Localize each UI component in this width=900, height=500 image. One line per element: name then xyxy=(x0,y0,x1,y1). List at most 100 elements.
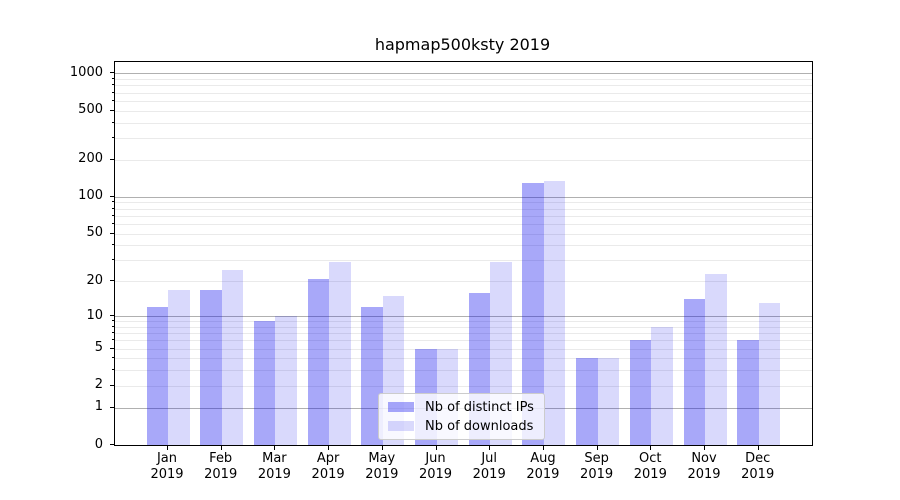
x-tick-label-month: Feb xyxy=(209,451,233,466)
x-tick-label-month: Aug xyxy=(530,451,556,466)
x-tick-label-year: 2019 xyxy=(311,467,345,482)
x-tick-label-month: Mar xyxy=(262,451,287,466)
x-tick xyxy=(167,446,168,450)
x-tick xyxy=(220,446,222,450)
y-tick-label: 1000 xyxy=(69,64,103,80)
x-tick-label: Oct 2019 xyxy=(618,451,682,483)
x-tick xyxy=(328,446,330,450)
x-tick xyxy=(381,446,383,450)
bar-dec-downloads xyxy=(758,303,781,445)
bar-oct-distinct-ips xyxy=(629,340,652,445)
x-tick-label-month: Sep xyxy=(584,451,609,466)
chart-title: hapmap500ksty 2019 xyxy=(374,35,551,54)
legend-item-distinct-ips: Nb of distinct IPs xyxy=(388,399,534,415)
bar-aug-distinct-ips xyxy=(522,182,544,445)
y-tick-label: 200 xyxy=(78,151,103,167)
minor-gridline xyxy=(115,370,812,372)
x-tick-label-month: May xyxy=(368,451,396,466)
bar-nov-distinct-ips xyxy=(683,299,705,445)
minor-gridline xyxy=(115,100,812,102)
minor-gridline xyxy=(115,202,812,204)
legend-item-downloads: Nb of downloads xyxy=(388,418,534,434)
x-tick-label-month: Dec xyxy=(745,451,771,466)
x-tick xyxy=(596,446,598,450)
bar-feb-distinct-ips xyxy=(200,289,222,445)
y-tick xyxy=(109,72,114,74)
y-tick-label: 50 xyxy=(86,225,103,240)
y-minor-tick xyxy=(111,137,114,138)
x-tick-label-year: 2019 xyxy=(150,467,184,482)
x-tick-label-year: 2019 xyxy=(741,467,775,482)
minor-gridline xyxy=(115,223,812,225)
y-tick xyxy=(109,444,114,445)
x-tick-label-month: Oct xyxy=(639,451,662,466)
y-tick xyxy=(109,232,114,234)
y-tick-label: 10 xyxy=(86,307,103,323)
minor-gridline xyxy=(115,233,812,235)
y-tick-label: 2 xyxy=(94,377,103,393)
x-tick xyxy=(650,446,652,450)
minor-gridline xyxy=(115,122,812,124)
y-tick xyxy=(109,315,114,316)
x-tick-label: Mar 2019 xyxy=(242,451,306,483)
x-tick-label: May 2019 xyxy=(350,451,414,483)
y-tick xyxy=(109,406,114,408)
minor-gridline xyxy=(115,340,812,342)
y-minor-tick xyxy=(111,78,114,79)
x-tick-label-year: 2019 xyxy=(633,467,667,482)
y-minor-tick xyxy=(111,259,114,261)
legend: Nb of distinct IPs Nb of downloads xyxy=(378,393,545,440)
y-minor-tick xyxy=(111,99,114,101)
y-minor-tick xyxy=(111,244,114,246)
y-tick xyxy=(109,195,114,197)
x-tick-label: Jun 2019 xyxy=(404,451,468,483)
x-tick-label-year: 2019 xyxy=(580,467,614,482)
bar-sep-downloads xyxy=(597,358,620,445)
x-tick-label-month: Jul xyxy=(481,451,498,466)
x-tick xyxy=(757,446,759,450)
bar-apr-downloads xyxy=(329,262,351,445)
minor-gridline xyxy=(115,138,812,139)
minor-gridline xyxy=(115,245,812,247)
y-minor-tick xyxy=(111,91,114,93)
bar-mar-downloads xyxy=(275,316,297,445)
y-tick xyxy=(109,158,114,160)
y-minor-tick xyxy=(111,320,114,322)
y-minor-tick xyxy=(111,121,114,123)
bar-feb-downloads xyxy=(221,269,244,445)
legend-swatch-downloads xyxy=(388,421,414,431)
x-tick xyxy=(489,446,491,450)
x-tick-label-year: 2019 xyxy=(257,467,291,482)
bar-jan-downloads xyxy=(168,289,190,445)
x-tick-label: Apr 2019 xyxy=(296,451,360,483)
x-tick-label: Nov 2019 xyxy=(672,451,736,483)
y-tick xyxy=(109,280,114,282)
minor-gridline xyxy=(115,208,812,210)
bar-apr-distinct-ips xyxy=(307,278,330,445)
x-tick-label-year: 2019 xyxy=(365,467,399,482)
x-tick-label-year: 2019 xyxy=(526,467,560,482)
y-minor-tick xyxy=(111,207,114,209)
minor-gridline xyxy=(115,385,812,387)
y-tick xyxy=(109,384,114,386)
bar-sep-distinct-ips xyxy=(576,358,598,445)
bar-nov-downloads xyxy=(705,274,727,445)
minor-gridline xyxy=(115,321,812,323)
x-tick xyxy=(704,446,705,450)
x-tick-label-year: 2019 xyxy=(204,467,238,482)
minor-gridline xyxy=(115,79,812,80)
bar-mar-distinct-ips xyxy=(253,321,276,445)
x-tick xyxy=(274,446,276,450)
y-tick-label: 1 xyxy=(94,399,103,415)
y-tick xyxy=(109,109,114,111)
y-tick-label: 500 xyxy=(78,102,103,117)
y-tick xyxy=(109,347,114,349)
x-tick-label-year: 2019 xyxy=(472,467,506,482)
x-tick xyxy=(435,446,437,450)
bar-oct-downloads xyxy=(651,326,673,445)
x-tick-label: Jan 2019 xyxy=(135,451,199,483)
minor-gridline xyxy=(115,348,812,350)
x-tick-label: Sep 2019 xyxy=(565,451,629,483)
bar-may-distinct-ips xyxy=(361,307,383,445)
